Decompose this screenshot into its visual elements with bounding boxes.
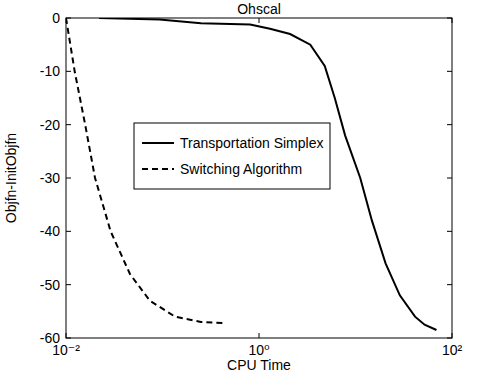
x-tick bbox=[259, 18, 260, 23]
y-tick-label: -10 bbox=[40, 63, 60, 79]
x-tick bbox=[259, 333, 260, 338]
legend-label: Switching Algorithm bbox=[180, 161, 302, 177]
series-group bbox=[66, 18, 436, 330]
y-axis-label: Objfn-InitObjfn bbox=[3, 133, 19, 223]
plot-frame bbox=[66, 18, 452, 338]
plot-area bbox=[66, 18, 452, 338]
legend-box bbox=[134, 123, 330, 189]
legend-label: Transportation Simplex bbox=[180, 135, 323, 151]
legend-swatch bbox=[142, 168, 174, 170]
x-axis-label: CPU Time bbox=[227, 357, 291, 373]
x-tick-label: 10⁰ bbox=[248, 342, 270, 358]
y-tick bbox=[66, 284, 71, 285]
y-tick-label: -30 bbox=[40, 170, 60, 186]
y-tick bbox=[66, 71, 71, 72]
legend-swatch bbox=[142, 142, 174, 144]
y-tick bbox=[66, 124, 71, 125]
y-tick bbox=[66, 231, 71, 232]
y-tick bbox=[447, 124, 452, 125]
y-tick-label: -40 bbox=[40, 223, 60, 239]
y-tick-label: -60 bbox=[40, 330, 60, 346]
y-tick bbox=[447, 71, 452, 72]
y-tick bbox=[447, 284, 452, 285]
title: Ohscal bbox=[237, 1, 281, 17]
y-tick bbox=[447, 231, 452, 232]
legend: Transportation Simplex Switching Algorith… bbox=[134, 123, 330, 189]
y-tick-label: 0 bbox=[52, 10, 60, 26]
y-tick-label: -20 bbox=[40, 117, 60, 133]
y-tick bbox=[66, 178, 71, 179]
x-tick-label: 10² bbox=[442, 342, 463, 358]
y-tick-label: -50 bbox=[40, 277, 60, 293]
series-line bbox=[99, 18, 436, 330]
chart: 10⁻²10⁰10²-60-50-40-30-20-100OhscalCPU T… bbox=[0, 0, 480, 374]
y-tick bbox=[447, 178, 452, 179]
